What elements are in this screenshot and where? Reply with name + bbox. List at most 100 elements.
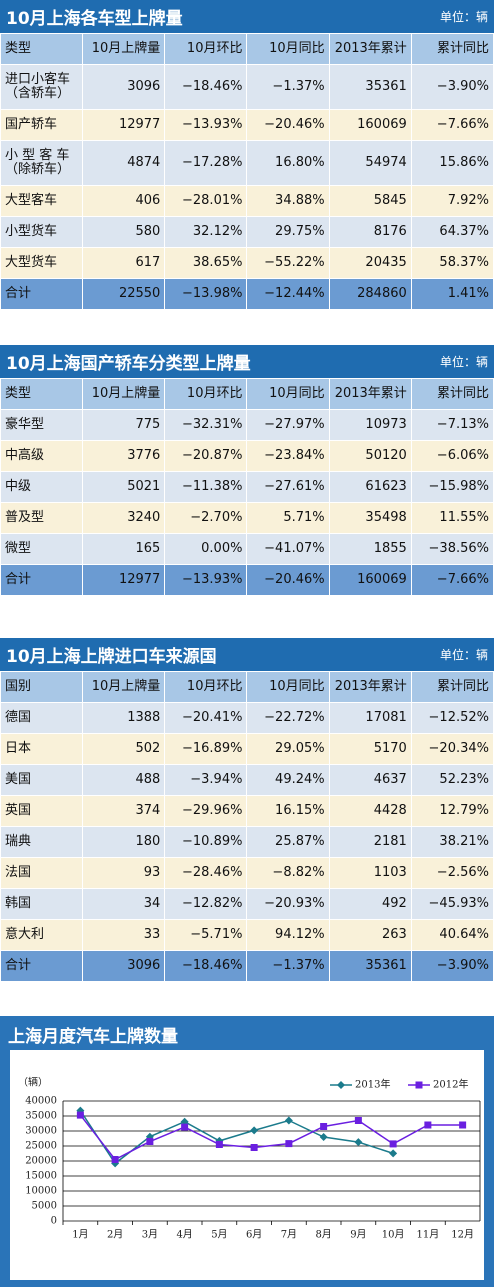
header-row: 国别 10月上牌量 10月环比 10月同比 2013年累计 累计同比 (0, 671, 494, 703)
cell: 502 (82, 733, 166, 765)
table-block: 10月上海上牌进口车来源国 单位：辆 国别 10月上牌量 10月环比 10月同比 2013年… (0, 638, 494, 982)
x-tick-label: 9月 (350, 1229, 366, 1241)
header-cell: 国别 (0, 671, 84, 703)
marker (320, 1123, 328, 1130)
table-row: 中级 5021 −11.38% −27.61% 61623 −15.98% (0, 471, 494, 503)
cell: 0.00% (164, 533, 248, 565)
legend-label: 2013年 (355, 1078, 390, 1091)
header-cell: 10月环比 (164, 378, 248, 410)
cell: 58.37% (410, 247, 494, 279)
header-cell: 10月环比 (164, 33, 248, 65)
marker (285, 1140, 293, 1148)
header-cell: 10月同比 (246, 33, 330, 65)
cell: 3240 (82, 502, 166, 534)
cell: 34 (82, 888, 166, 920)
table-block: 10月上海国产轿车分类型上牌量 单位：辆 类型 10月上牌量 10月环比 10月同比 201… (0, 345, 494, 596)
cell: 33 (82, 919, 166, 951)
table-row: 瑞典 180 −10.89% 25.87% 2181 38.21% (0, 826, 494, 858)
cell: 20435 (328, 247, 412, 279)
chart-title: 上海月度汽车上牌数量 (8, 1027, 178, 1047)
table: 类型 10月上牌量 10月环比 10月同比 2013年累计 累计同比 豪华型 775 −32.3… (0, 378, 494, 596)
y-tick-label: 10000 (25, 1186, 57, 1197)
table-title: 10月上海各车型上牌量 (6, 9, 183, 29)
marker (389, 1140, 397, 1148)
cell: 94.12% (246, 919, 330, 951)
cell: −20.93% (246, 888, 330, 920)
cell: 12977 (82, 109, 166, 141)
y-tick-label: 30000 (25, 1126, 57, 1137)
table-row: 进口小客车 （含轿车） 3096 −18.46% −1.37% 35361 −3.90% (0, 64, 494, 110)
cell: −28.46% (164, 857, 248, 889)
cell: 中高级 (0, 440, 84, 472)
table-unit: 单位：辆 (439, 648, 488, 662)
cell: 35498 (328, 502, 412, 534)
cell: −20.46% (246, 564, 330, 596)
cell: 国产轿车 (0, 109, 84, 141)
marker (111, 1156, 119, 1163)
cell: 15.86% (410, 140, 494, 186)
cell: 日本 (0, 733, 84, 765)
cell: −41.07% (246, 533, 330, 565)
marker (459, 1121, 467, 1129)
marker (215, 1141, 223, 1148)
x-tick-label: 12月 (451, 1229, 474, 1241)
cell: −7.66% (410, 109, 494, 141)
cell: −22.72% (246, 702, 330, 734)
cell: −1.37% (246, 64, 330, 110)
cell: 3096 (82, 64, 166, 110)
x-tick-label: 4月 (176, 1229, 192, 1241)
cell: −13.98% (164, 278, 248, 310)
table-row: 法国 93 −28.46% −8.82% 1103 −2.56% (0, 857, 494, 889)
table-row: 韩国 34 −12.82% −20.93% 492 −45.93% (0, 888, 494, 920)
cell: 合计 (0, 278, 84, 310)
cell: 165 (82, 533, 166, 565)
cell: 93 (82, 857, 166, 889)
cell: 54974 (328, 140, 412, 186)
table-unit: 单位：辆 (439, 355, 488, 369)
cell: 374 (82, 795, 166, 827)
cell: 1103 (328, 857, 412, 889)
cell: −12.82% (164, 888, 248, 920)
cell: −45.93% (410, 888, 494, 920)
cell: 4874 (82, 140, 166, 186)
cell: −27.61% (246, 471, 330, 503)
cell: 7.92% (410, 185, 494, 217)
chart: （辆） 0 5000 10000 15000 20000 25000 30000 35000 40… (10, 1050, 484, 1280)
total-row: 合计 12977 −13.93% −20.46% 160069 −7.66% (0, 564, 494, 596)
legend-label: 2012年 (433, 1078, 468, 1091)
total-row: 合计 22550 −13.98% −12.44% 284860 1.41% (0, 278, 494, 310)
header-row: 类型 10月上牌量 10月环比 10月同比 2013年累计 累计同比 (0, 378, 494, 410)
cell: 2181 (328, 826, 412, 858)
chart-panel: 上海月度汽车上牌数量 （辆） 0 5000 10000 15000 20000 25000 3… (0, 1016, 494, 1287)
cell: 大型货车 (0, 247, 84, 279)
cell: −12.44% (246, 278, 330, 310)
table: 类型 10月上牌量 10月环比 10月同比 2013年累计 累计同比 进口小客车 （含轿车）… (0, 33, 494, 310)
cell: −5.71% (164, 919, 248, 951)
table-row: 豪华型 775 −32.31% −27.97% 10973 −7.13% (0, 409, 494, 441)
cell: −8.82% (246, 857, 330, 889)
cell: −18.46% (164, 950, 248, 982)
cell: 580 (82, 216, 166, 248)
y-tick-label: 35000 (25, 1111, 57, 1122)
cell: 488 (82, 764, 166, 796)
cell: 17081 (328, 702, 412, 734)
y-tick-label: 25000 (25, 1141, 57, 1152)
cell: 29.05% (246, 733, 330, 765)
cell: 49.24% (246, 764, 330, 796)
cell: 意大利 (0, 919, 84, 951)
cell: 38.65% (164, 247, 248, 279)
cell: −3.94% (164, 764, 248, 796)
marker (389, 1149, 398, 1158)
table-title-bar: 10月上海国产轿车分类型上牌量 单位：辆 (0, 345, 494, 378)
table-row: 美国 488 −3.94% 49.24% 4637 52.23% (0, 764, 494, 796)
table-row: 小型货车 580 32.12% 29.75% 8176 64.37% (0, 216, 494, 248)
cell: 25.87% (246, 826, 330, 858)
cell: −16.89% (164, 733, 248, 765)
cell: 11.55% (410, 502, 494, 534)
cell: 英国 (0, 795, 84, 827)
cell: −29.96% (164, 795, 248, 827)
marker (181, 1123, 189, 1131)
cell: −23.84% (246, 440, 330, 472)
cell: −32.31% (164, 409, 248, 441)
header-cell: 10月上牌量 (82, 33, 166, 65)
